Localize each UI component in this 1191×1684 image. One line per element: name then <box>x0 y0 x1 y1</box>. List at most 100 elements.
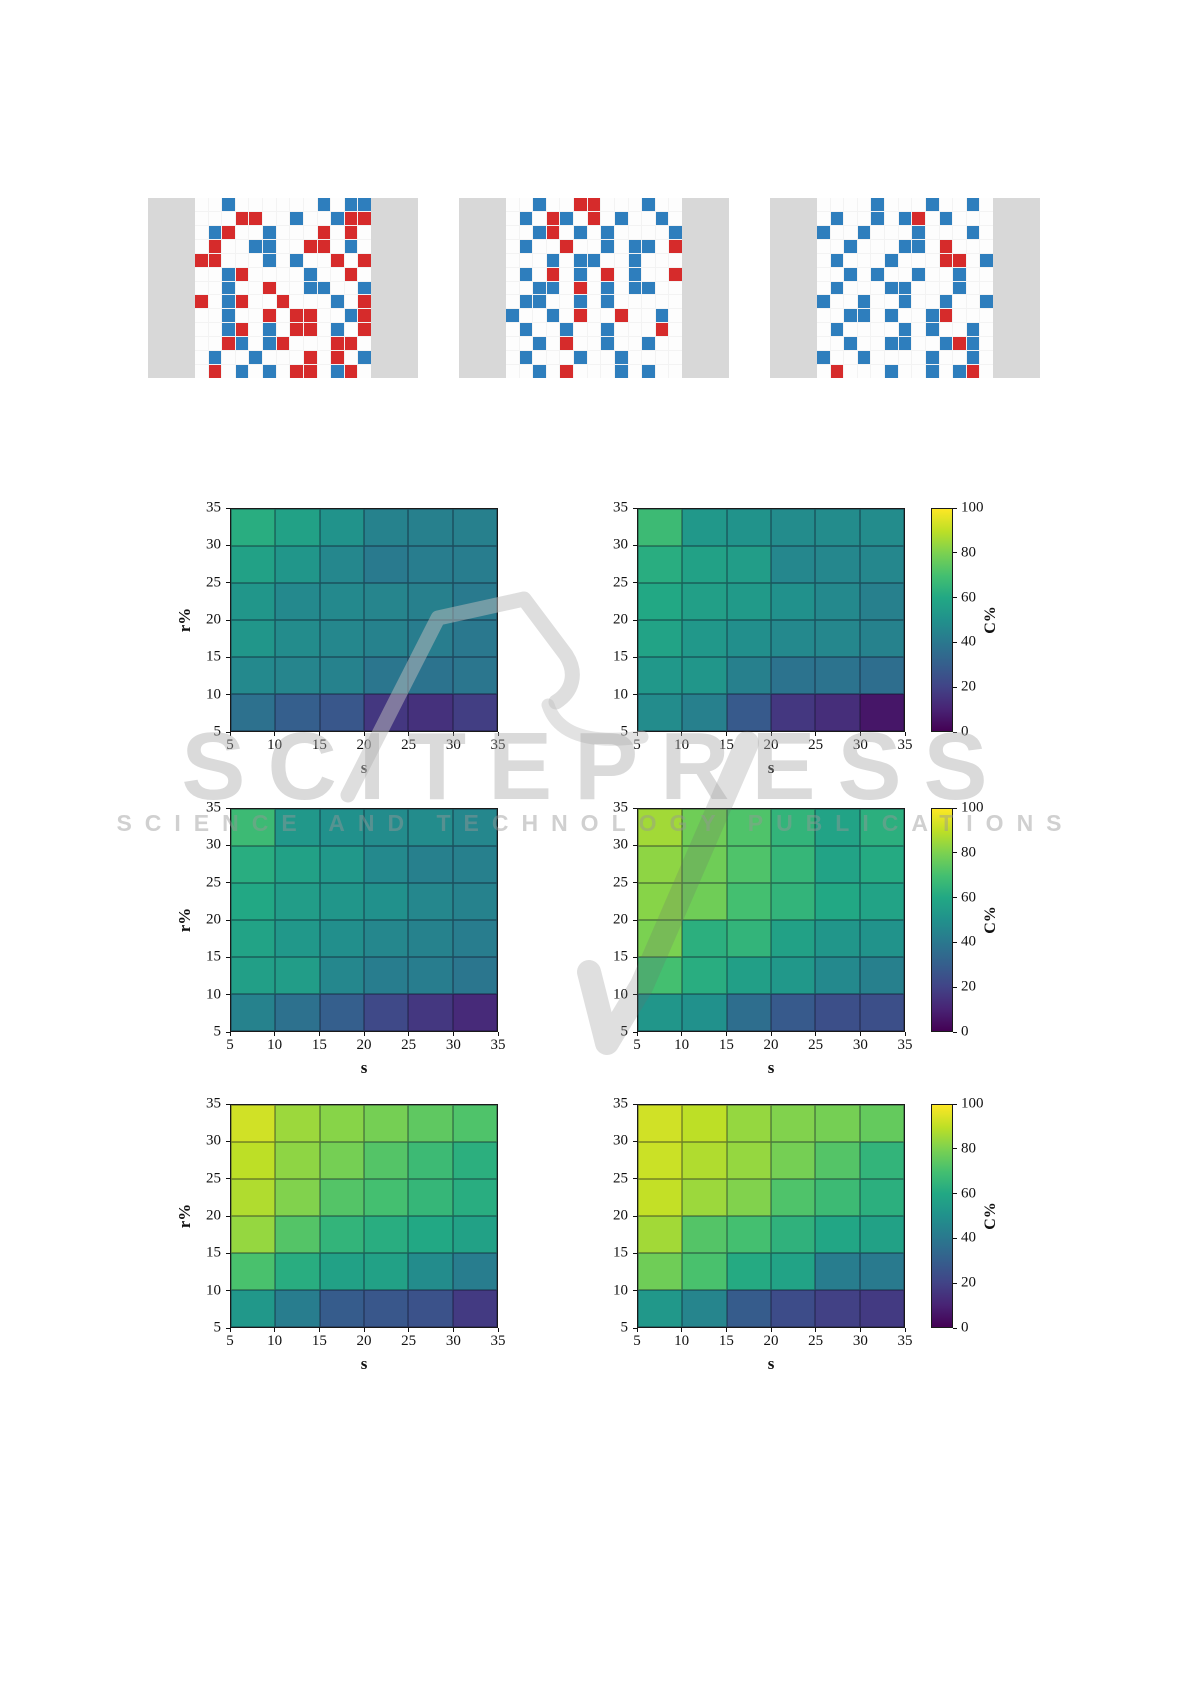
ca-cell <box>669 211 682 225</box>
ca-cell <box>249 267 263 281</box>
heatmap-cell <box>275 846 320 883</box>
ca-cell <box>642 309 655 323</box>
x-tickmark <box>274 1032 276 1036</box>
heatmap-row2-right: 5 10 15 20 25 30 35 5 10 15 20 25 30 35 s <box>613 800 913 1078</box>
heatmap-cell <box>452 583 497 620</box>
heatmap-cell <box>638 846 683 883</box>
y-axis-label: r% <box>175 1203 194 1229</box>
heatmap-cell <box>408 509 453 546</box>
ca-cell <box>953 323 966 337</box>
ca-cell <box>195 337 208 351</box>
colorbar-tick-label: 80 <box>961 544 976 561</box>
ca-cell <box>208 198 222 211</box>
ca-cell <box>655 211 669 225</box>
y-tickmark <box>226 882 230 884</box>
ca-cell <box>195 281 208 295</box>
heatmap-cell <box>231 546 276 583</box>
heatmap-cell <box>682 920 727 957</box>
ca-cell <box>303 309 317 323</box>
heatmap-cell <box>770 1216 816 1253</box>
x-tick-label: 25 <box>401 737 417 753</box>
y-tick-label: 20 <box>613 1207 628 1224</box>
heatmap-cell <box>363 1290 409 1327</box>
heatmap-cell <box>319 509 364 546</box>
y-tick-label: 10 <box>613 686 628 703</box>
ca-cell <box>249 295 263 309</box>
ca-cell <box>953 351 966 365</box>
x-tick-label: 10 <box>674 1333 690 1349</box>
colorbar-tickmark <box>953 1237 957 1239</box>
ca-cell <box>546 253 560 267</box>
x-tickmark <box>681 1032 683 1036</box>
y-tick-label: 30 <box>613 1132 628 1149</box>
heatmap-cell <box>726 957 771 994</box>
ca-cell <box>574 309 587 323</box>
ca-cell <box>601 337 614 351</box>
ca-cell <box>857 351 871 365</box>
heatmap-cell <box>815 694 860 731</box>
x-tickmark <box>229 1032 231 1036</box>
heatmap-cell <box>275 694 320 731</box>
ca-cell <box>303 365 317 378</box>
ca-panel-3 <box>770 198 1040 378</box>
ca-cell <box>871 239 885 253</box>
heatmap-cell <box>231 1105 276 1142</box>
ca-cell <box>506 198 519 211</box>
ca-cell <box>871 281 885 295</box>
ca-cell <box>546 323 560 337</box>
x-tickmark <box>274 732 276 736</box>
ca-cell <box>560 253 574 267</box>
x-tickmark <box>815 1328 817 1332</box>
ca-cell <box>898 253 912 267</box>
x-tick-label: 15 <box>718 1037 734 1053</box>
heatmap-cell <box>452 657 497 694</box>
heatmap-cell <box>363 1216 409 1253</box>
ca-cell <box>317 351 331 365</box>
y-tickmark <box>226 844 230 846</box>
ca-cell <box>628 239 642 253</box>
x-tick-label: 30 <box>445 737 461 753</box>
watermark-subtitle: SCIENCE AND TECHNOLOGY PUBLICATIONS <box>116 810 1075 836</box>
heatmap-cell <box>408 957 453 994</box>
y-tickmark <box>226 544 230 546</box>
heatmap-cell <box>638 1179 683 1216</box>
ca-cell <box>331 351 344 365</box>
y-tickmark <box>226 1031 230 1033</box>
heatmap-cell <box>275 546 320 583</box>
colorbar-tickmark <box>953 731 957 733</box>
ca-cell <box>966 309 980 323</box>
heatmap-cell <box>682 1216 727 1253</box>
heatmap-cell <box>363 657 409 694</box>
x-tickmark <box>363 1328 365 1332</box>
ca-cell <box>560 281 574 295</box>
colorbar-tickmark <box>953 1031 957 1033</box>
x-tick-label: 10 <box>267 1037 283 1053</box>
ca-cell <box>587 323 601 337</box>
ca-cell <box>574 295 587 309</box>
colorbar-tick-label: 0 <box>961 1319 969 1336</box>
ca-cell <box>546 239 560 253</box>
heatmap-cell <box>319 657 364 694</box>
ca-cell <box>925 239 939 253</box>
x-tick-label: 10 <box>267 1333 283 1349</box>
ca-cell <box>939 351 953 365</box>
ca-cell <box>331 198 344 211</box>
ca-cell <box>628 365 642 378</box>
x-tickmark <box>725 732 727 736</box>
heatmap-cell <box>231 994 276 1031</box>
heatmap-cell <box>275 657 320 694</box>
heatmap-cell <box>859 583 904 620</box>
ca-cell <box>817 309 830 323</box>
heatmap-cell <box>726 1290 771 1327</box>
colorbar-tickmark <box>953 852 957 854</box>
x-tick-label: 20 <box>356 1037 372 1053</box>
ca-cell <box>601 323 614 337</box>
y-tick-label: 15 <box>613 1244 628 1261</box>
ca-cell <box>912 267 925 281</box>
ca-cell <box>574 198 587 211</box>
ca-cell <box>844 225 857 239</box>
x-tick-label: 35 <box>490 1333 506 1349</box>
colorbar-axis-label: C% <box>982 1202 999 1230</box>
ca-cell <box>533 198 546 211</box>
ca-cell <box>506 337 519 351</box>
